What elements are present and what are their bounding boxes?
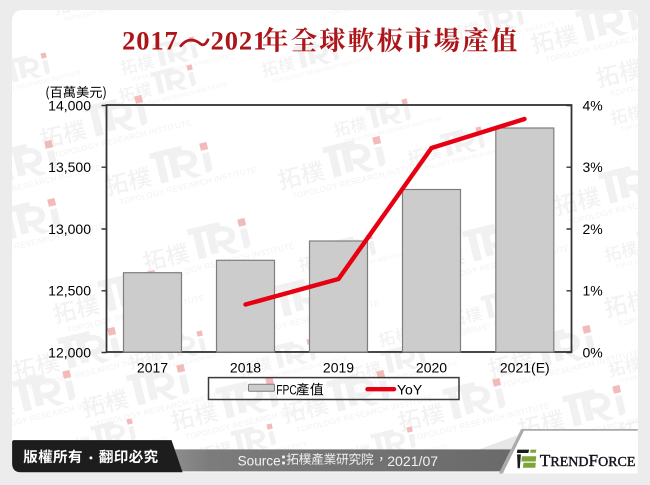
svg-text:2017: 2017: [137, 359, 168, 375]
svg-text:12,500: 12,500: [48, 283, 91, 299]
svg-text:3%: 3%: [583, 159, 603, 175]
svg-text:2021(E): 2021(E): [500, 359, 550, 375]
svg-text:Source: Source: [238, 454, 281, 469]
svg-text:2021/07: 2021/07: [387, 453, 438, 469]
svg-text:13,500: 13,500: [48, 159, 91, 175]
svg-text:14,000: 14,000: [48, 97, 91, 113]
svg-text:2018: 2018: [230, 359, 261, 375]
svg-text:12,000: 12,000: [48, 344, 91, 360]
svg-text:13,000: 13,000: [48, 221, 91, 237]
svg-text:4%: 4%: [583, 97, 603, 113]
svg-text:FPC: FPC: [276, 382, 297, 397]
svg-text:2021: 2021: [211, 25, 268, 55]
svg-text:YoY: YoY: [397, 381, 423, 397]
svg-text:2017: 2017: [122, 25, 179, 55]
svg-text:0%: 0%: [583, 344, 603, 360]
svg-text:1%: 1%: [583, 283, 603, 299]
svg-text:2%: 2%: [583, 221, 603, 237]
svg-text:2019: 2019: [323, 359, 354, 375]
svg-text:2020: 2020: [416, 359, 447, 375]
svg-text:TRENDFORCE: TRENDFORCE: [540, 451, 636, 470]
